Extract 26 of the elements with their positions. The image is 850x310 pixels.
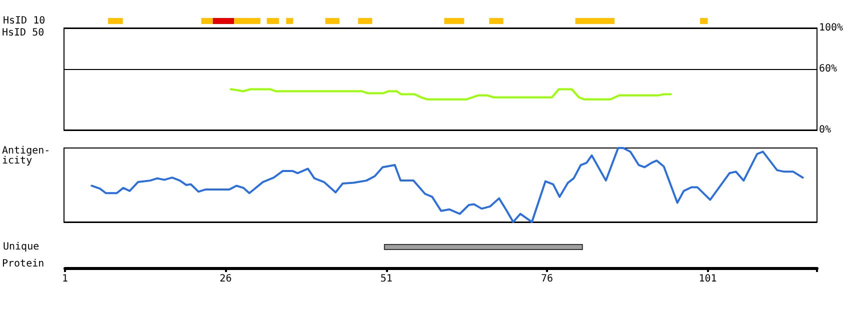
- y-tick-label: Unique: [3, 242, 40, 252]
- bar: [325, 18, 340, 24]
- y-tick-label: HsID 10: [3, 16, 46, 26]
- bar: [286, 18, 294, 24]
- y-axis-title: HsID 50: [2, 28, 44, 38]
- bar: [234, 18, 260, 24]
- x-tick-label: 51: [380, 274, 392, 284]
- bar: [575, 18, 615, 24]
- x-tick-label: 76: [541, 274, 554, 284]
- y-tick-label: 0%: [819, 124, 832, 136]
- y-axis-title: Antigen- icity: [2, 146, 50, 166]
- bar: [266, 18, 280, 24]
- bar: [108, 18, 123, 24]
- bar: [489, 18, 504, 24]
- bar: [700, 18, 708, 24]
- bar: [358, 18, 372, 24]
- bar: [212, 18, 234, 24]
- y-tick-label: 100%: [819, 22, 844, 34]
- bar: [201, 18, 213, 24]
- line-series: [230, 88, 672, 100]
- bar: [444, 18, 464, 24]
- x-tick-label: 101: [698, 274, 717, 284]
- x-tick-label: 1: [62, 274, 68, 284]
- y-tick-label: 60%: [819, 63, 838, 74]
- x-tick-label: 26: [220, 274, 232, 284]
- x-axis-title: Protein: [2, 258, 44, 270]
